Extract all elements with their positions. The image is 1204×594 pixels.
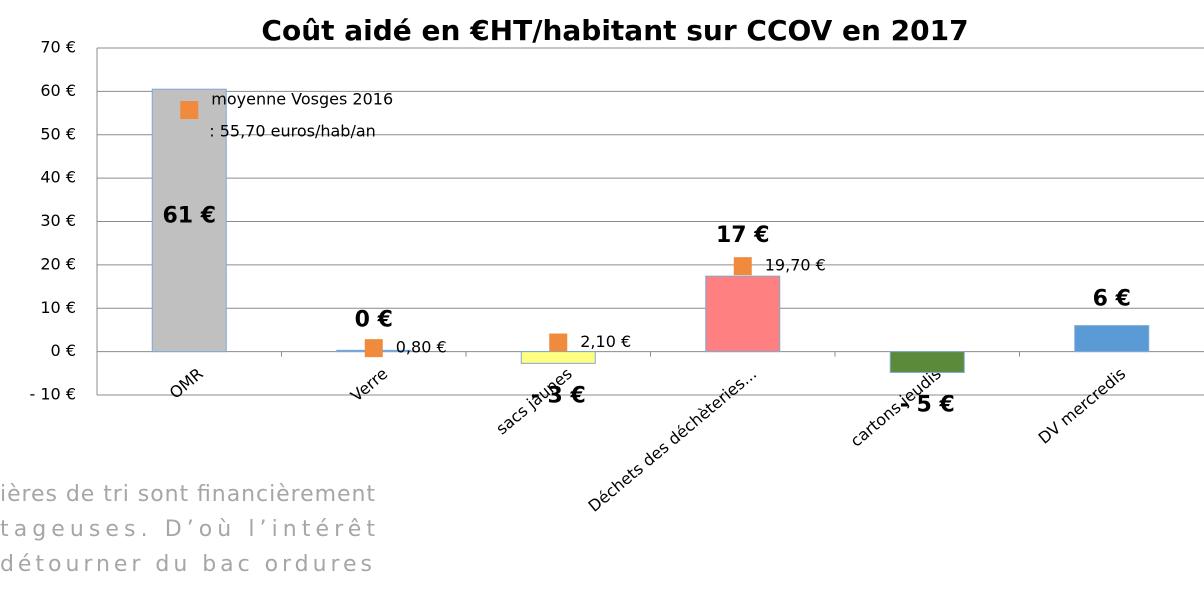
marker-label: : 55,70 euros/hab/an xyxy=(209,122,376,141)
bar xyxy=(705,275,781,353)
legend-label: moyenne Vosges 2016 xyxy=(211,90,393,109)
bar xyxy=(1074,325,1150,353)
x-tick-label: Déchets des déchèteries... xyxy=(585,364,761,516)
y-tick-label: 10 € xyxy=(40,298,76,317)
y-tick-label: 40 € xyxy=(40,168,76,187)
data-label: 6 € xyxy=(1093,287,1131,312)
marker xyxy=(364,339,383,358)
y-tick-label: 30 € xyxy=(40,211,76,230)
marker-label: 0,80 € xyxy=(396,338,447,357)
bar xyxy=(520,351,596,364)
data-label: 0 € xyxy=(355,307,393,332)
marker xyxy=(180,101,199,120)
data-label: - 5 € xyxy=(900,392,955,417)
background-text: ières de tri sont financièrement xyxy=(0,482,375,507)
marker xyxy=(549,333,568,352)
y-tick-label: 0 € xyxy=(51,341,76,360)
marker-label: 19,70 € xyxy=(765,256,826,275)
x-tick-label: OMR xyxy=(166,364,207,403)
data-label: 17 € xyxy=(716,223,770,248)
bar xyxy=(151,88,227,353)
y-tick-label: - 10 € xyxy=(30,385,76,404)
marker-label: 2,10 € xyxy=(580,332,631,351)
data-label: - 3 € xyxy=(531,383,586,408)
y-tick-label: 60 € xyxy=(40,81,76,100)
x-tick-label: Verre xyxy=(347,364,391,406)
y-tick-label: 70 € xyxy=(40,38,76,57)
bar xyxy=(889,351,965,373)
chart-title: Coût aidé en €HT/habitant sur CCOV en 20… xyxy=(261,14,968,47)
background-text: tageuses. D’où l’intérêt xyxy=(0,517,375,542)
background-text: détourner du bac ordures xyxy=(0,552,372,577)
x-tick-label: DV mercredis xyxy=(1035,364,1130,448)
marker xyxy=(733,257,752,276)
y-tick-label: 50 € xyxy=(40,124,76,143)
y-tick-label: 20 € xyxy=(40,254,76,273)
data-label: 61 € xyxy=(162,203,216,228)
